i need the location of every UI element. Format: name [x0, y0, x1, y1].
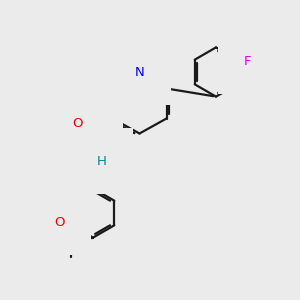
- Text: F: F: [244, 55, 252, 68]
- Text: N: N: [135, 65, 144, 79]
- Text: O: O: [73, 116, 83, 130]
- Text: H: H: [97, 154, 107, 168]
- Text: N: N: [84, 153, 93, 166]
- Text: O: O: [86, 112, 96, 125]
- Text: O: O: [54, 215, 64, 229]
- Text: N: N: [108, 82, 117, 95]
